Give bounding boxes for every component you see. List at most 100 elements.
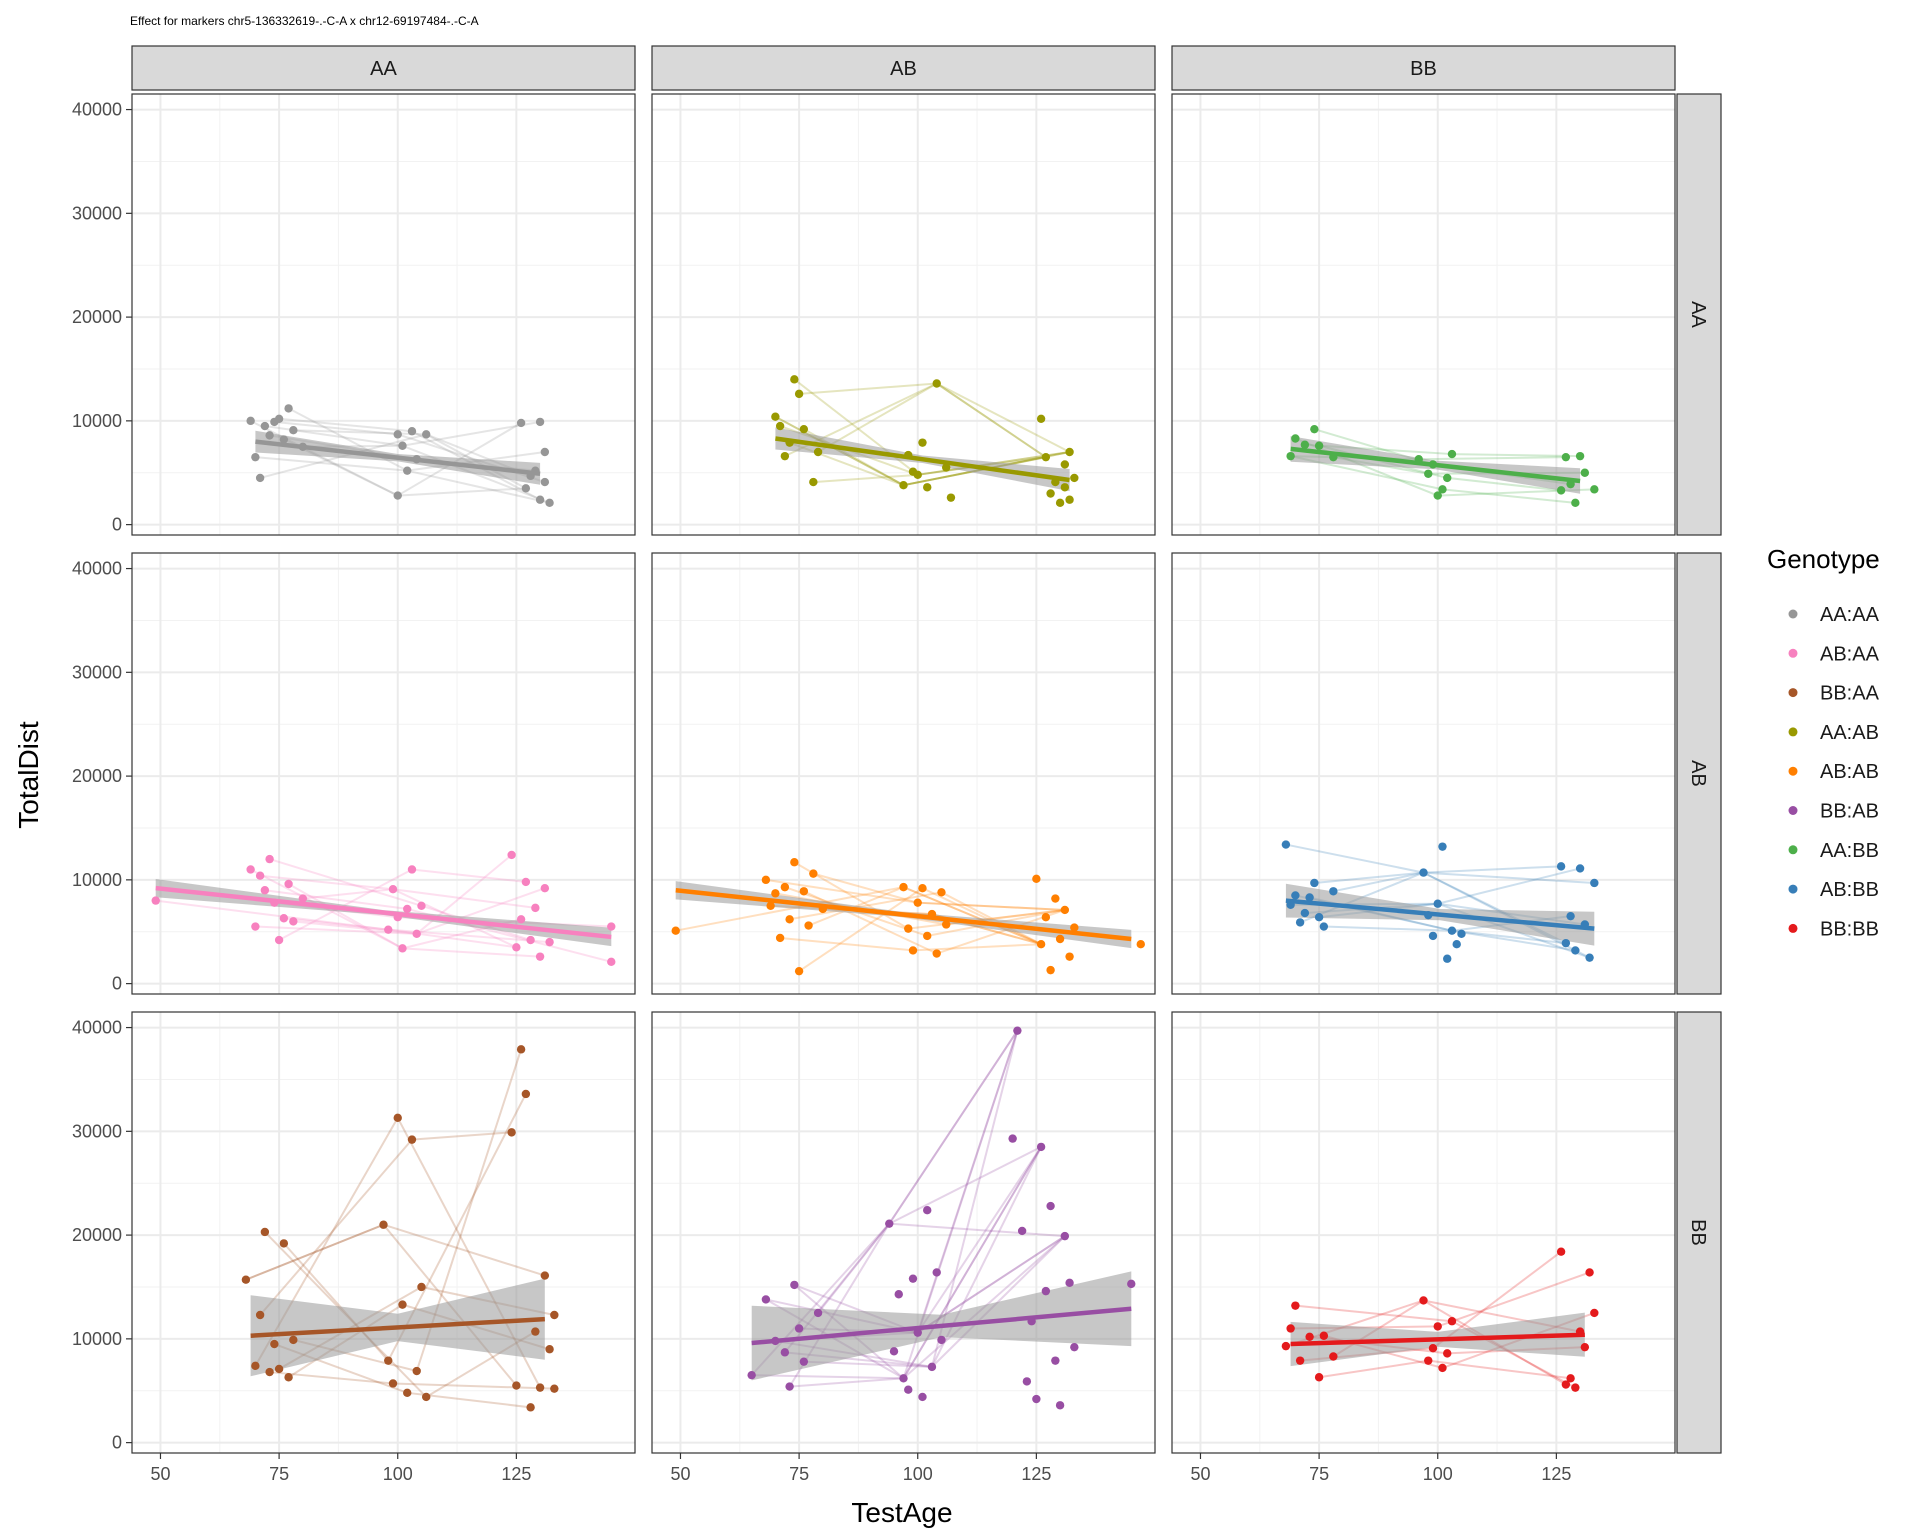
trajectory-line xyxy=(293,429,427,436)
trajectory-line xyxy=(416,887,546,935)
data-point xyxy=(885,1219,894,1228)
data-point xyxy=(1022,1377,1032,1386)
data-point xyxy=(1428,931,1438,941)
data-point xyxy=(1013,1026,1022,1035)
data-point xyxy=(289,425,298,435)
trajectory-line xyxy=(813,473,918,484)
data-point xyxy=(1281,840,1291,849)
trajectory-line xyxy=(916,1030,1019,1333)
data-point xyxy=(780,451,790,461)
data-point xyxy=(151,896,160,905)
data-point xyxy=(1065,1278,1074,1288)
data-point xyxy=(251,1361,260,1371)
trajectory-line xyxy=(936,382,1047,459)
strip-background xyxy=(1676,1011,1722,1454)
data-point xyxy=(1447,449,1457,459)
trajectory-line xyxy=(260,874,394,891)
data-point xyxy=(298,894,308,903)
data-point xyxy=(279,435,289,444)
data-point xyxy=(1319,1331,1329,1340)
data-point xyxy=(1286,1324,1295,1333)
data-point xyxy=(403,1388,412,1398)
strip-label: BB xyxy=(1410,58,1437,80)
trajectory-line xyxy=(789,891,942,921)
panel-background xyxy=(132,1012,635,1453)
data-point xyxy=(1575,864,1585,873)
trajectory-line xyxy=(903,886,1042,946)
legend-swatch xyxy=(1788,688,1798,698)
data-point xyxy=(918,438,927,447)
data-point xyxy=(284,879,293,889)
y-tick-label: 30000 xyxy=(72,1121,122,1141)
data-point xyxy=(516,418,526,428)
legend-swatch xyxy=(1788,884,1798,894)
data-point xyxy=(1027,1317,1036,1326)
panel-border xyxy=(131,93,636,536)
data-point xyxy=(512,943,521,952)
data-point xyxy=(298,442,308,451)
data-point xyxy=(1590,878,1599,888)
trajectory-line xyxy=(283,917,389,931)
data-point xyxy=(535,495,545,504)
facet-strip-right-ab: AB xyxy=(1676,552,1722,995)
data-point xyxy=(775,421,785,431)
trajectory-line xyxy=(1323,925,1453,932)
x-tick-label: 100 xyxy=(1423,1464,1453,1484)
data-point xyxy=(1041,913,1051,922)
data-point xyxy=(1590,485,1599,494)
regression-line xyxy=(155,885,612,940)
facet-strip-right-bb: BB xyxy=(1676,1011,1722,1454)
data-point xyxy=(1055,1401,1065,1410)
data-point xyxy=(540,883,550,893)
data-point xyxy=(521,877,531,887)
data-point xyxy=(274,1364,284,1374)
trajectory-line xyxy=(274,420,398,436)
data-point xyxy=(607,922,616,931)
data-point xyxy=(1438,842,1447,851)
data-point xyxy=(1051,894,1060,903)
data-point xyxy=(1032,1394,1041,1404)
data-point xyxy=(1032,874,1041,884)
data-point xyxy=(1556,486,1566,495)
trajectory-line xyxy=(917,901,1065,911)
data-point xyxy=(908,1274,918,1283)
legend-entry: AA:AA xyxy=(1788,604,1880,626)
chart-title: Effect for markers chr5-136332619-.-C-A … xyxy=(130,14,479,28)
data-point xyxy=(904,924,913,933)
data-point xyxy=(1127,1279,1136,1289)
panel-border xyxy=(651,1011,1156,1454)
data-point xyxy=(1060,905,1070,915)
data-point xyxy=(1036,939,1046,949)
x-tick-label: 125 xyxy=(1021,1464,1051,1484)
data-point xyxy=(790,858,799,867)
data-point xyxy=(761,1295,771,1304)
legend-swatch xyxy=(1788,609,1798,619)
trajectory-line xyxy=(799,382,937,395)
y-axis-label: TotalDist xyxy=(13,721,44,829)
data-point xyxy=(384,1356,393,1365)
data-point xyxy=(279,914,289,923)
facet-strip-right-aa: AA xyxy=(1676,93,1722,536)
trajectory-line xyxy=(1333,871,1424,893)
trajectory-line xyxy=(255,456,408,472)
data-point xyxy=(918,883,927,893)
data-point xyxy=(540,1271,550,1280)
data-point xyxy=(388,884,398,894)
data-point xyxy=(790,375,799,384)
legend-label: AB:AA xyxy=(1820,643,1880,665)
legend-swatch xyxy=(1788,648,1798,658)
strip-background xyxy=(1676,552,1722,995)
panel-border xyxy=(651,93,1156,536)
data-point xyxy=(1319,922,1329,931)
legend-label: AA:AA xyxy=(1820,604,1880,626)
data-point xyxy=(923,1205,932,1215)
data-point xyxy=(388,1379,398,1388)
trajectory-line xyxy=(293,920,417,935)
x-tick-label: 125 xyxy=(1541,1464,1571,1484)
data-point xyxy=(799,1357,809,1366)
trajectory-line xyxy=(765,878,918,904)
data-point xyxy=(422,430,431,439)
trajectory-line xyxy=(1442,488,1576,504)
data-point xyxy=(535,417,545,427)
data-point xyxy=(1580,468,1590,477)
